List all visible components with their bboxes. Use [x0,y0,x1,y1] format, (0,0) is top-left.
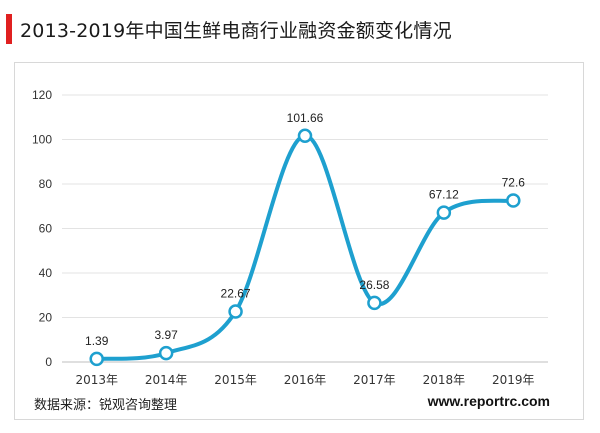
data-labels: 1.39 3.97 22.67 101.66 26.58 67.12 72.6 [85,111,525,348]
data-point [297,128,313,144]
x-tick-label: 2019年 [492,373,535,387]
data-label: 72.6 [502,175,526,189]
series-line [94,133,516,361]
x-tick-label: 2018年 [423,373,466,387]
x-tick-label: 2016年 [284,373,327,387]
data-point [436,205,452,220]
x-tick-label: 2014年 [145,373,188,387]
data-point [506,193,521,208]
chart-title: 2013-2019年中国生鲜电商行业融资金额变化情况 [20,20,452,42]
data-label: 1.39 [85,334,109,348]
data-label: 101.66 [287,111,324,125]
data-label: 22.67 [221,287,251,301]
data-point [367,295,382,311]
y-tick-label: 60 [39,222,53,236]
y-tick-label: 100 [32,133,52,147]
y-tick-label: 80 [39,177,53,191]
y-tick-label: 20 [39,311,53,325]
data-label: 67.12 [429,188,459,202]
data-label: 3.97 [154,328,178,342]
data-points [89,128,521,367]
x-tick-label: 2015年 [214,373,257,387]
website-link[interactable]: www.reportrc.com [427,393,550,409]
chart-frame [14,62,584,420]
source-note: 数据来源：锐观咨询整理 [34,398,178,413]
title-accent-bar [6,14,12,44]
y-tick-label: 0 [45,355,52,369]
x-tick-label: 2013年 [75,373,118,387]
data-point [158,345,174,361]
data-point [228,304,243,319]
y-tick-label: 120 [32,88,52,102]
y-axis-ticks: 0 20 40 60 80 100 120 [32,88,52,369]
y-tick-label: 40 [39,266,53,280]
data-label: 26.58 [359,278,389,292]
x-tick-label: 2017年 [353,373,396,387]
data-point [89,351,104,367]
x-axis-ticks: 2013年 2014年 2015年 2016年 2017年 2018年 2019年 [75,373,534,387]
